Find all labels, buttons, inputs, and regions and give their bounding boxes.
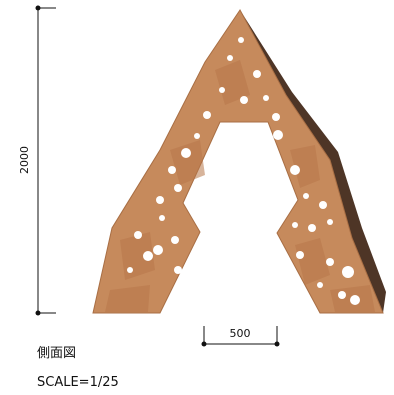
dim-dot — [36, 311, 41, 316]
width-label: 500 — [230, 327, 251, 340]
height-dimension — [38, 8, 56, 313]
caption-title: 側面図 — [37, 346, 76, 361]
dim-dot — [202, 342, 207, 347]
page: 2000 500 側面図 SCALE=1/25 (() => { const d… — [0, 0, 394, 391]
height-label: 2000 — [18, 146, 31, 174]
drawing: 2000 500 側面図 SCALE=1/25 — [0, 0, 394, 391]
dim-dot — [36, 6, 41, 11]
dim-dot — [275, 342, 280, 347]
caption-scale: SCALE=1/25 — [37, 375, 119, 390]
